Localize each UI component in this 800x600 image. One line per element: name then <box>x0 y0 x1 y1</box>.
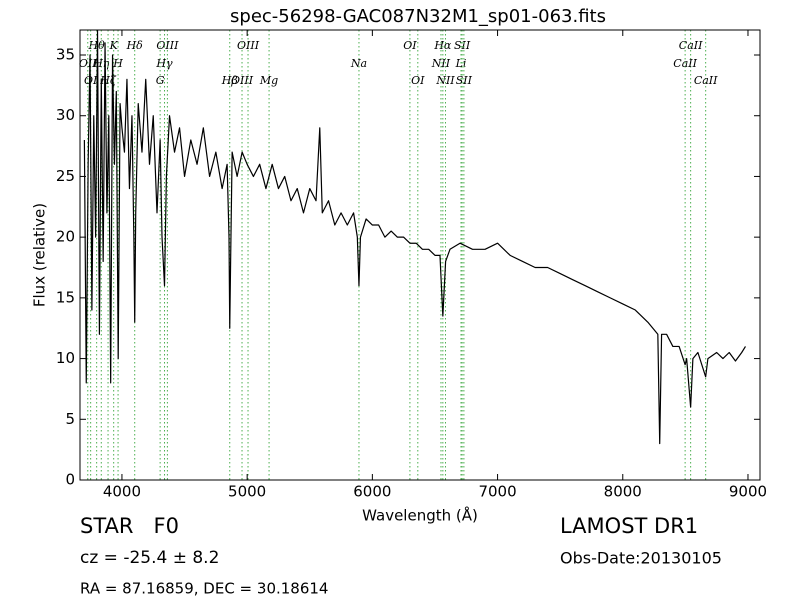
obs-date: Obs-Date:20130105 <box>560 549 722 568</box>
x-tick-label: 5000 <box>228 483 266 501</box>
x-tick-label: 8000 <box>604 483 642 501</box>
spectral-line-label: CaII <box>673 57 697 70</box>
spectral-line-label: Li <box>455 57 467 70</box>
x-tick-label: 7000 <box>478 483 516 501</box>
y-axis-label: Flux (relative) <box>31 203 49 307</box>
spectrum-line <box>83 30 746 445</box>
spectral-line-label: SII <box>454 39 471 52</box>
redshift: cz = -25.4 ± 8.2 <box>80 548 219 568</box>
spectral-line-label: Hη <box>92 57 110 70</box>
x-axis-label: Wavelength (Å) <box>362 506 478 525</box>
spectral-line-label: Mg <box>259 74 278 87</box>
chart-title: spec-56298-GAC087N32M1_sp01-063.fits <box>230 6 606 27</box>
y-tick-label: 15 <box>56 288 75 306</box>
spectral-line-label: OIII <box>231 74 254 87</box>
spectral-line-label: H <box>112 57 123 70</box>
spectral-line-label: CaII <box>694 74 718 87</box>
y-tick-label: 30 <box>56 106 75 124</box>
y-tick-label: 35 <box>56 46 75 64</box>
spectral-line-label: CaII <box>679 39 703 52</box>
y-tick-label: 10 <box>56 349 75 367</box>
plot-frame <box>79 29 761 481</box>
spectral-line-label: Hγ <box>155 57 173 70</box>
y-tick-label: 5 <box>65 410 75 428</box>
spectral-line-label: Na <box>350 57 367 70</box>
spectral-line-label: OI <box>403 39 417 52</box>
spectral-line-label: SII <box>456 74 473 87</box>
y-tick-label: 0 <box>65 471 75 489</box>
spectral-line-label: K <box>109 39 119 52</box>
coordinates: RA = 87.16859, DEC = 30.18614 <box>80 580 328 598</box>
spectral-line-label: OIII <box>156 39 179 52</box>
spectral-line-label: Hβ <box>221 74 238 87</box>
spectral-line-label: Hθ <box>88 39 106 52</box>
x-tick-label: 6000 <box>353 483 391 501</box>
spectral-line-label: OIII <box>237 39 260 52</box>
spectral-line-label: Hδ <box>126 39 144 52</box>
x-tick-label: 4000 <box>103 483 141 501</box>
spectral-line-label: NII <box>431 57 451 70</box>
survey: LAMOST DR1 <box>560 514 698 538</box>
spectral-line-label: OII <box>79 57 97 70</box>
y-tick-label: 20 <box>56 228 75 246</box>
spectral-line-label: OI <box>411 74 425 87</box>
spectral-line-label: NII <box>435 74 455 87</box>
spectral-line-label: G <box>156 74 165 87</box>
object-class: STAR F0 <box>80 514 179 538</box>
x-tick-label: 9000 <box>729 483 767 501</box>
y-tick-label: 25 <box>56 167 75 185</box>
spectral-line-label: Hα <box>433 39 452 52</box>
spectral-line-label: OI <box>84 74 98 87</box>
